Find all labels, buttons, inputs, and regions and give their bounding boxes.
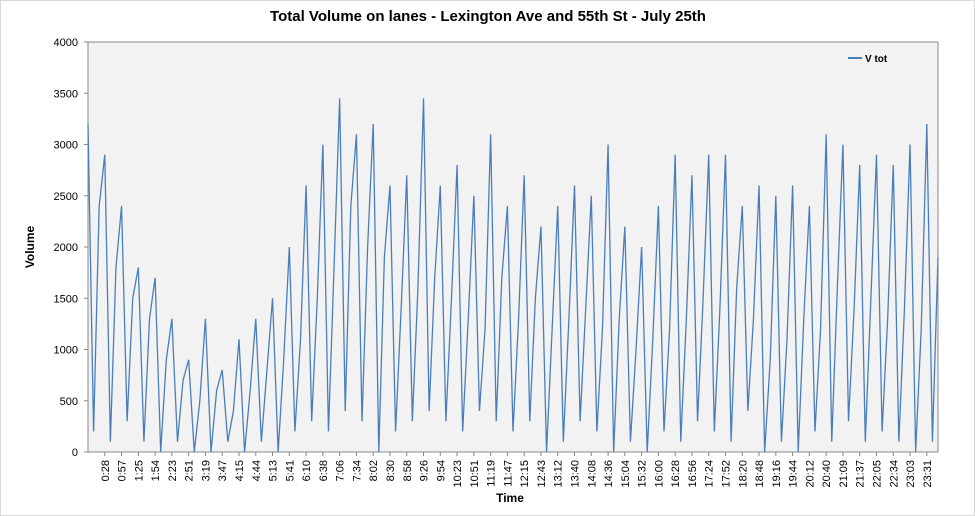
x-tick-label: 10:23 — [452, 460, 464, 488]
x-tick-label: 6:10 — [301, 460, 313, 481]
x-tick-label: 13:40 — [570, 460, 582, 488]
x-tick-label: 1:25 — [133, 460, 145, 481]
x-tick-label: 4:15 — [234, 460, 246, 481]
x-tick-label: 9:26 — [419, 460, 431, 481]
x-tick-label: 19:16 — [771, 460, 783, 488]
chart-title: Total Volume on lanes - Lexington Ave an… — [270, 8, 706, 25]
y-tick-label: 3500 — [54, 88, 78, 100]
x-tick-label: 15:04 — [620, 460, 632, 488]
x-axis-title: Time — [496, 491, 524, 505]
x-tick-label: 6:38 — [318, 460, 330, 481]
x-tick-label: 15:32 — [637, 460, 649, 488]
x-tick-label: 14:08 — [586, 460, 598, 488]
x-tick-label: 21:37 — [855, 460, 867, 488]
x-tick-label: 20:40 — [821, 460, 833, 488]
x-tick-label: 7:06 — [335, 460, 347, 481]
x-tick-label: 20:12 — [804, 460, 816, 488]
x-tick-label: 12:15 — [519, 460, 531, 488]
x-tick-label: 2:23 — [167, 460, 179, 481]
x-tick-label: 8:58 — [402, 460, 414, 481]
x-tick-label: 11:47 — [502, 460, 514, 487]
x-tick-label: 18:48 — [754, 460, 766, 488]
x-tick-label: 5:13 — [268, 460, 280, 481]
x-tick-label: 17:52 — [721, 460, 733, 488]
x-tick-label: 5:41 — [284, 460, 296, 481]
x-tick-label: 18:20 — [737, 460, 749, 488]
x-tick-label: 17:24 — [704, 460, 716, 488]
y-tick-label: 500 — [60, 396, 78, 408]
x-tick-label: 8:30 — [385, 460, 397, 481]
x-tick-label: 16:56 — [687, 460, 699, 488]
x-tick-label: 7:34 — [351, 460, 363, 481]
x-tick-label: 16:00 — [653, 460, 665, 488]
x-tick-label: 9:54 — [435, 460, 447, 481]
y-axis-title: Volume — [23, 225, 37, 268]
x-tick-label: 23:31 — [922, 460, 934, 488]
x-tick-label: 2:51 — [184, 460, 196, 481]
x-tick-label: 21:09 — [838, 460, 850, 488]
x-tick-label: 16:28 — [670, 460, 682, 488]
x-tick-label: 11:19 — [486, 460, 498, 487]
x-tick-label: 4:44 — [251, 460, 263, 481]
y-tick-label: 2000 — [54, 242, 78, 254]
data-line — [87, 98, 939, 453]
x-tick-label: 0:57 — [117, 460, 129, 481]
x-tick-label: 10:51 — [469, 460, 481, 488]
x-tick-label: 23:03 — [905, 460, 917, 488]
x-tick-label: 13:12 — [553, 460, 565, 488]
legend-label: V tot — [865, 54, 888, 65]
x-tick-label: 19:44 — [788, 460, 800, 488]
x-tick-label: 3:19 — [200, 460, 212, 481]
y-tick-label: 4000 — [54, 37, 78, 49]
x-tick-label: 22:34 — [888, 460, 900, 488]
y-tick-label: 2500 — [54, 191, 78, 203]
y-tick-label: 3000 — [54, 140, 78, 152]
x-tick-label: 1:54 — [150, 460, 162, 481]
x-tick-label: 22:05 — [871, 460, 883, 488]
x-tick-label: 3:47 — [217, 460, 229, 481]
x-tick-label: 12:43 — [536, 460, 548, 488]
y-tick-label: 1000 — [54, 345, 78, 357]
x-tick-label: 14:36 — [603, 460, 615, 488]
y-tick-label: 1500 — [54, 293, 78, 305]
x-tick-label: 8:02 — [368, 460, 380, 481]
x-tick-label: 0:28 — [100, 460, 112, 481]
y-tick-label: 0 — [72, 447, 78, 459]
